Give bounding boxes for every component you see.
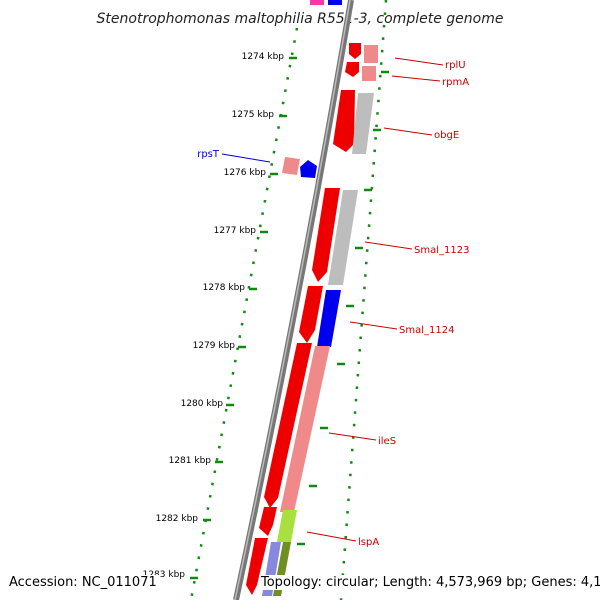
gene-obgE[interactable] (333, 90, 355, 152)
gene-Smal_1124[interactable] (299, 286, 323, 343)
gene-label-lspA[interactable]: lspA (358, 537, 379, 548)
map-title: Stenotrophomonas maltophilia R551-3, com… (97, 11, 504, 27)
gene-label-ileS[interactable]: ileS (378, 436, 396, 447)
gene-Smal_1124-companion (317, 290, 341, 347)
gene-ileS[interactable] (264, 343, 312, 508)
gene-lspA[interactable] (259, 507, 277, 536)
gene-rpsT-blue (300, 160, 317, 178)
top-pink-feature (310, 0, 324, 5)
gene-Smal_1123[interactable] (312, 188, 340, 282)
accession-text: Accession: NC_011071 (7, 575, 159, 590)
genome-backbone (233, 0, 354, 600)
gene-rplU[interactable] (349, 43, 361, 59)
gene-obgE-companion (352, 93, 374, 154)
gene-bottom-red (246, 538, 268, 595)
gene-label-rplU[interactable]: rplU (445, 60, 466, 71)
leader-lines (221, 57, 444, 542)
tick-label: 1283 kbp (143, 570, 186, 580)
tick-label: 1274 kbp (242, 52, 285, 62)
tick-label: 1278 kbp (203, 283, 246, 293)
top-blue-feature (328, 0, 342, 5)
gene-label-Smal_1123[interactable]: Smal_1123 (414, 245, 469, 256)
outer-ruler-ticks (297, 70, 389, 546)
tick-label: 1275 kbp (232, 110, 275, 120)
tick-label: 1280 kbp (181, 399, 224, 409)
gene-ileS-companion (280, 346, 330, 512)
gene-lspA-companion (277, 510, 297, 542)
gene-label-rpmA[interactable]: rpmA (442, 77, 469, 88)
gene-rplU-companion (364, 45, 378, 63)
tick-label: 1281 kbp (169, 456, 212, 466)
gene-label-rpsT[interactable]: rpsT (197, 149, 220, 160)
tick-label: 1279 kbp (193, 341, 236, 351)
gene-Smal_1123-companion (328, 190, 358, 285)
topology-text: Topology: circular; Length: 4,573,969 bp… (259, 575, 600, 590)
gene-label-Smal_1124[interactable]: Smal_1124 (399, 325, 454, 336)
tick-label: 1282 kbp (156, 514, 199, 524)
tick-label: 1276 kbp (224, 168, 267, 178)
outer-dotted-ring (339, 0, 388, 600)
gene-rpmA[interactable] (345, 62, 359, 77)
gene-rpmA-companion (362, 66, 376, 81)
ruler-ticks (190, 56, 297, 580)
tick-label: 1277 kbp (214, 226, 257, 236)
gene-rpsT[interactable] (282, 157, 300, 175)
gene-label-obgE[interactable]: obgE (434, 130, 459, 141)
